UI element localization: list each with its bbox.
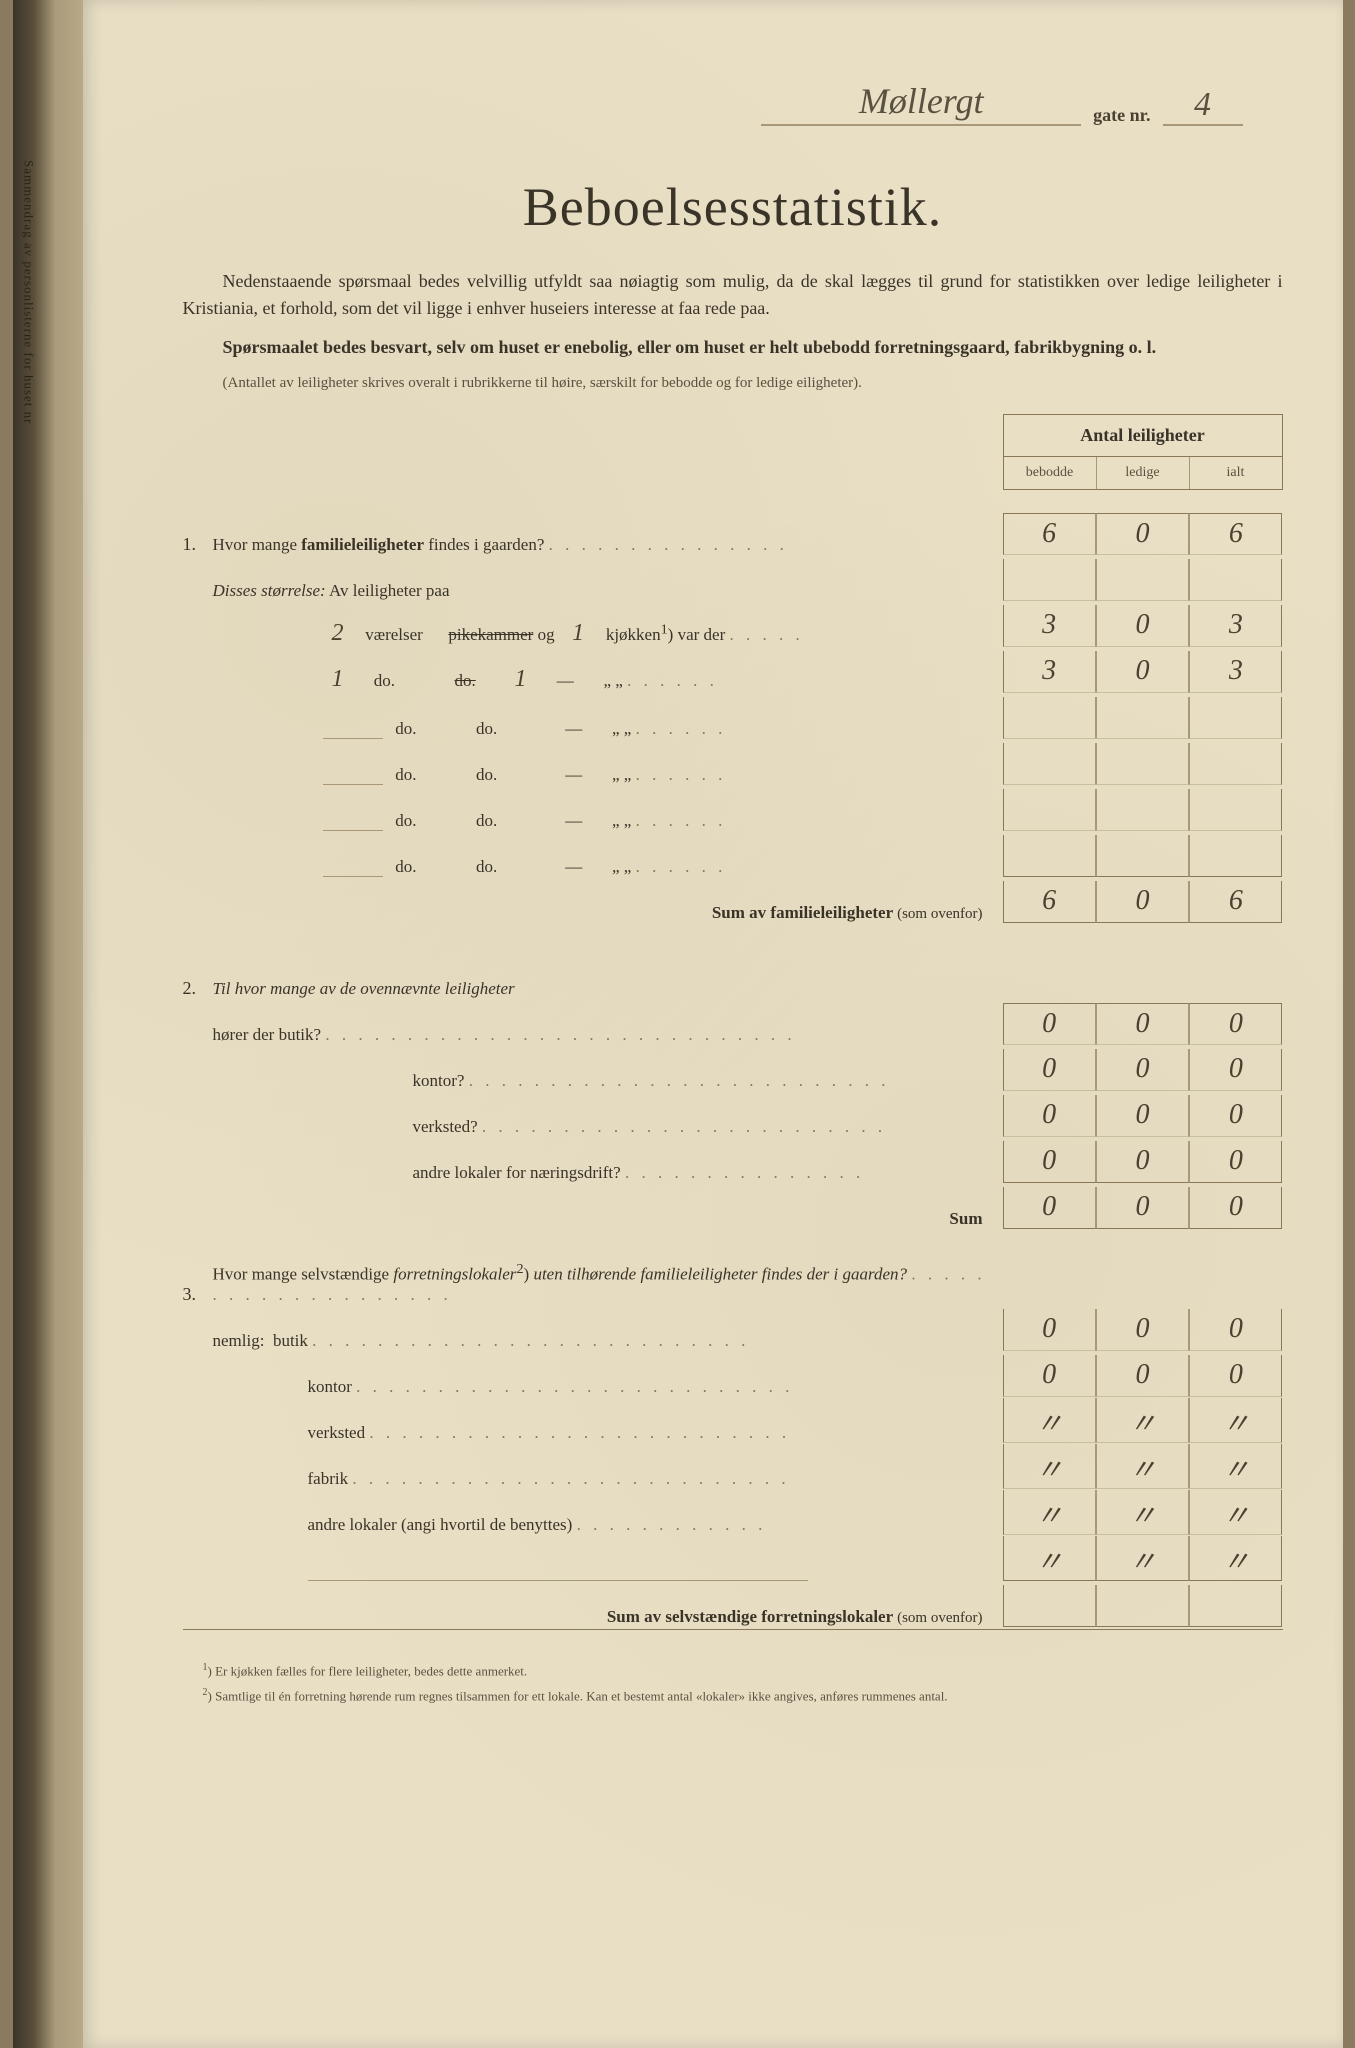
q2-main-row: 2. Til hvor mange av de ovennævnte leili… <box>183 953 1283 999</box>
col-bebodde: bebodde <box>1004 457 1097 489</box>
table-column-header: Antal leiligheter bebodde ledige ialt <box>1003 414 1283 490</box>
intro-paragraph-2: Spørsmaalet bedes besvart, selv om huset… <box>183 334 1283 361</box>
book-binding: Sammendrag av personlisterne for huset n… <box>13 0 83 2048</box>
q3-fabrik-row: fabrik . . . . . . . . . . . . . . . . .… <box>183 1443 1283 1489</box>
col-header-title: Antal leiligheter <box>1004 415 1282 457</box>
q1-size-row: 2 værelser pikekammer og 1 kjøkken1) var… <box>183 601 1283 647</box>
col-ledige: ledige <box>1097 457 1190 489</box>
gate-nr-label: gate nr. <box>1093 105 1150 126</box>
footnotes: 1) Er kjøkken fælles for flere leilighet… <box>183 1660 1283 1706</box>
q1-sum-row: Sum av familieleiligheter (som ovenfor) … <box>183 877 1283 923</box>
q1-size-row: do. do. — „ „ . . . . . . <box>183 785 1283 831</box>
intro-paragraph-1: Nedenstaaende spørsmaal bedes velvillig … <box>183 268 1283 322</box>
q1-size-row: do. do. — „ „ . . . . . . <box>183 693 1283 739</box>
q2-verksted-row: verksted? . . . . . . . . . . . . . . . … <box>183 1091 1283 1137</box>
q3-sum-row: Sum av selvstændige forretningslokaler (… <box>183 1581 1283 1627</box>
q1-main-row: 1. Hvor mange familieleiligheter findes … <box>183 509 1283 555</box>
q1-size-row: do. do. — „ „ . . . . . . <box>183 831 1283 877</box>
q3-blank-row: 〃 〃 〃 <box>183 1535 1283 1581</box>
q2-butik-row: hører der butik? . . . . . . . . . . . .… <box>183 999 1283 1045</box>
q1-size-row: do. do. — „ „ . . . . . . <box>183 739 1283 785</box>
spine-vertical-text: Sammendrag av personlisterne for huset n… <box>21 160 37 424</box>
header-line: Møllergt gate nr. 4 <box>183 80 1283 126</box>
document-page: Møllergt gate nr. 4 Beboelsesstatistik. … <box>83 0 1343 2048</box>
document-title: Beboelsesstatistik. <box>183 176 1283 238</box>
q3-kontor-row: kontor . . . . . . . . . . . . . . . . .… <box>183 1351 1283 1397</box>
intro-note: (Antallet av leiligheter skrives overalt… <box>183 373 1283 394</box>
col-ialt: ialt <box>1190 457 1282 489</box>
footnote-2: 2) Samtlige til én forretning hørende ru… <box>203 1685 1283 1706</box>
q3-verksted-row: verksted . . . . . . . . . . . . . . . .… <box>183 1397 1283 1443</box>
q3-andre-row: andre lokaler (angi hvortil de benyttes)… <box>183 1489 1283 1535</box>
q2-andre-row: andre lokaler for næringsdrift? . . . . … <box>183 1137 1283 1183</box>
footnote-1: 1) Er kjøkken fælles for flere leilighet… <box>203 1660 1283 1681</box>
q2-kontor-row: kontor? . . . . . . . . . . . . . . . . … <box>183 1045 1283 1091</box>
q1-disses-row: Disses størrelse: Av leiligheter paa <box>183 555 1283 601</box>
gate-nr-field: 4 <box>1163 86 1243 126</box>
q3-butik-row: nemlig: butik . . . . . . . . . . . . . … <box>183 1305 1283 1351</box>
q3-main-row: 3. Hvor mange selvstændige forretningslo… <box>183 1259 1283 1305</box>
q1-size-row: 1 do. do. 1 — „ „ . . . . . . 3 0 3 <box>183 647 1283 693</box>
q1-values: 6 0 6 <box>1003 513 1283 555</box>
street-name-field: Møllergt <box>761 80 1081 126</box>
q2-sum-row: Sum 0 0 0 <box>183 1183 1283 1229</box>
statistics-table: Antal leiligheter bebodde ledige ialt 1.… <box>183 414 1283 1627</box>
